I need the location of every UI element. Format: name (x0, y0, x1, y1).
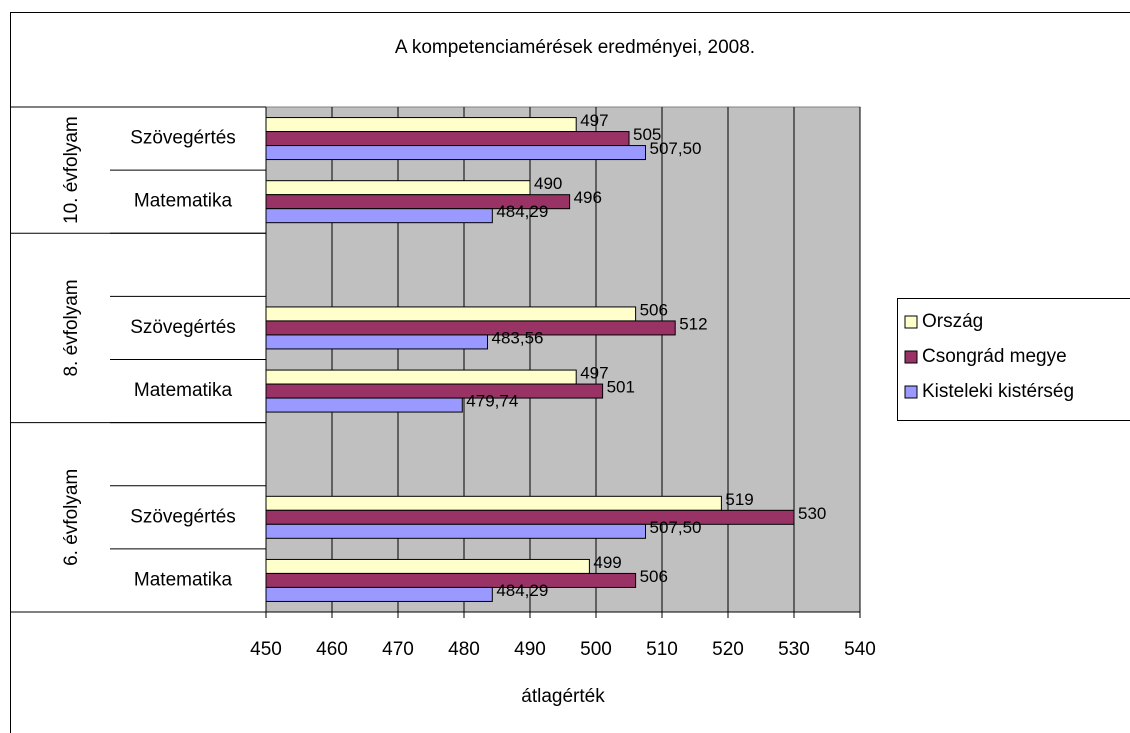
bar (265, 383, 604, 399)
category-label: Szövegértés (130, 506, 236, 527)
value-label: 505 (633, 125, 661, 144)
category-label: Szövegértés (130, 317, 236, 338)
bar (265, 495, 722, 511)
bar (265, 523, 646, 539)
legend-swatch (904, 350, 918, 364)
bar (265, 509, 795, 525)
group-label: 6. évfolyam (61, 469, 82, 566)
value-label: 490 (534, 174, 562, 193)
legend-swatch (904, 315, 918, 329)
legend-label: Kisteleki kistérség (922, 381, 1074, 402)
value-label: 479,74 (466, 392, 518, 411)
bar (265, 586, 493, 602)
value-label: 496 (574, 188, 602, 207)
value-label: 484,29 (496, 581, 548, 600)
value-label: 497 (580, 364, 608, 383)
bar (265, 145, 646, 161)
value-label: 519 (725, 490, 753, 509)
x-axis-title: átlagérték (521, 686, 605, 707)
legend-swatch (904, 385, 918, 399)
x-tick-label: 520 (712, 639, 744, 660)
x-tick-label: 500 (580, 639, 612, 660)
bar (265, 208, 493, 224)
category-label: Szövegértés (130, 128, 236, 149)
bar (265, 572, 637, 588)
legend-label: Ország (922, 311, 983, 332)
value-label: 530 (798, 504, 826, 523)
x-tick-label: 480 (448, 639, 480, 660)
category-label: Matematika (134, 569, 233, 590)
value-label: 483,56 (491, 328, 543, 347)
bar (265, 369, 577, 385)
value-label: 501 (607, 378, 635, 397)
bar (265, 306, 637, 322)
value-label: 484,29 (496, 202, 548, 221)
bar (265, 334, 488, 350)
group-label: 8. évfolyam (61, 279, 82, 376)
bar (265, 320, 676, 336)
x-tick-label: 530 (778, 639, 810, 660)
legend-box (897, 298, 1130, 421)
value-label: 506 (640, 567, 668, 586)
x-tick-label: 470 (382, 639, 414, 660)
value-label: 507,50 (650, 139, 702, 158)
legend-label: Csongrád megye (922, 346, 1067, 367)
x-tick-label: 510 (646, 639, 678, 660)
value-label: 507,50 (650, 518, 702, 537)
chart-title: A kompetenciamérések eredményei, 2008. (395, 37, 755, 58)
value-label: 497 (580, 111, 608, 130)
bar (265, 558, 590, 574)
bar (265, 117, 577, 133)
bar (265, 131, 630, 147)
x-tick-label: 450 (250, 639, 282, 660)
value-label: 499 (593, 553, 621, 572)
bar (265, 397, 463, 413)
category-label: Matematika (134, 380, 233, 401)
x-tick-label: 540 (844, 639, 876, 660)
x-tick-label: 460 (316, 639, 348, 660)
group-label: 10. évfolyam (61, 116, 82, 224)
category-label: Matematika (134, 191, 233, 212)
value-label: 512 (679, 314, 707, 333)
bar (265, 180, 531, 196)
value-label: 506 (640, 300, 668, 319)
x-tick-label: 490 (514, 639, 546, 660)
